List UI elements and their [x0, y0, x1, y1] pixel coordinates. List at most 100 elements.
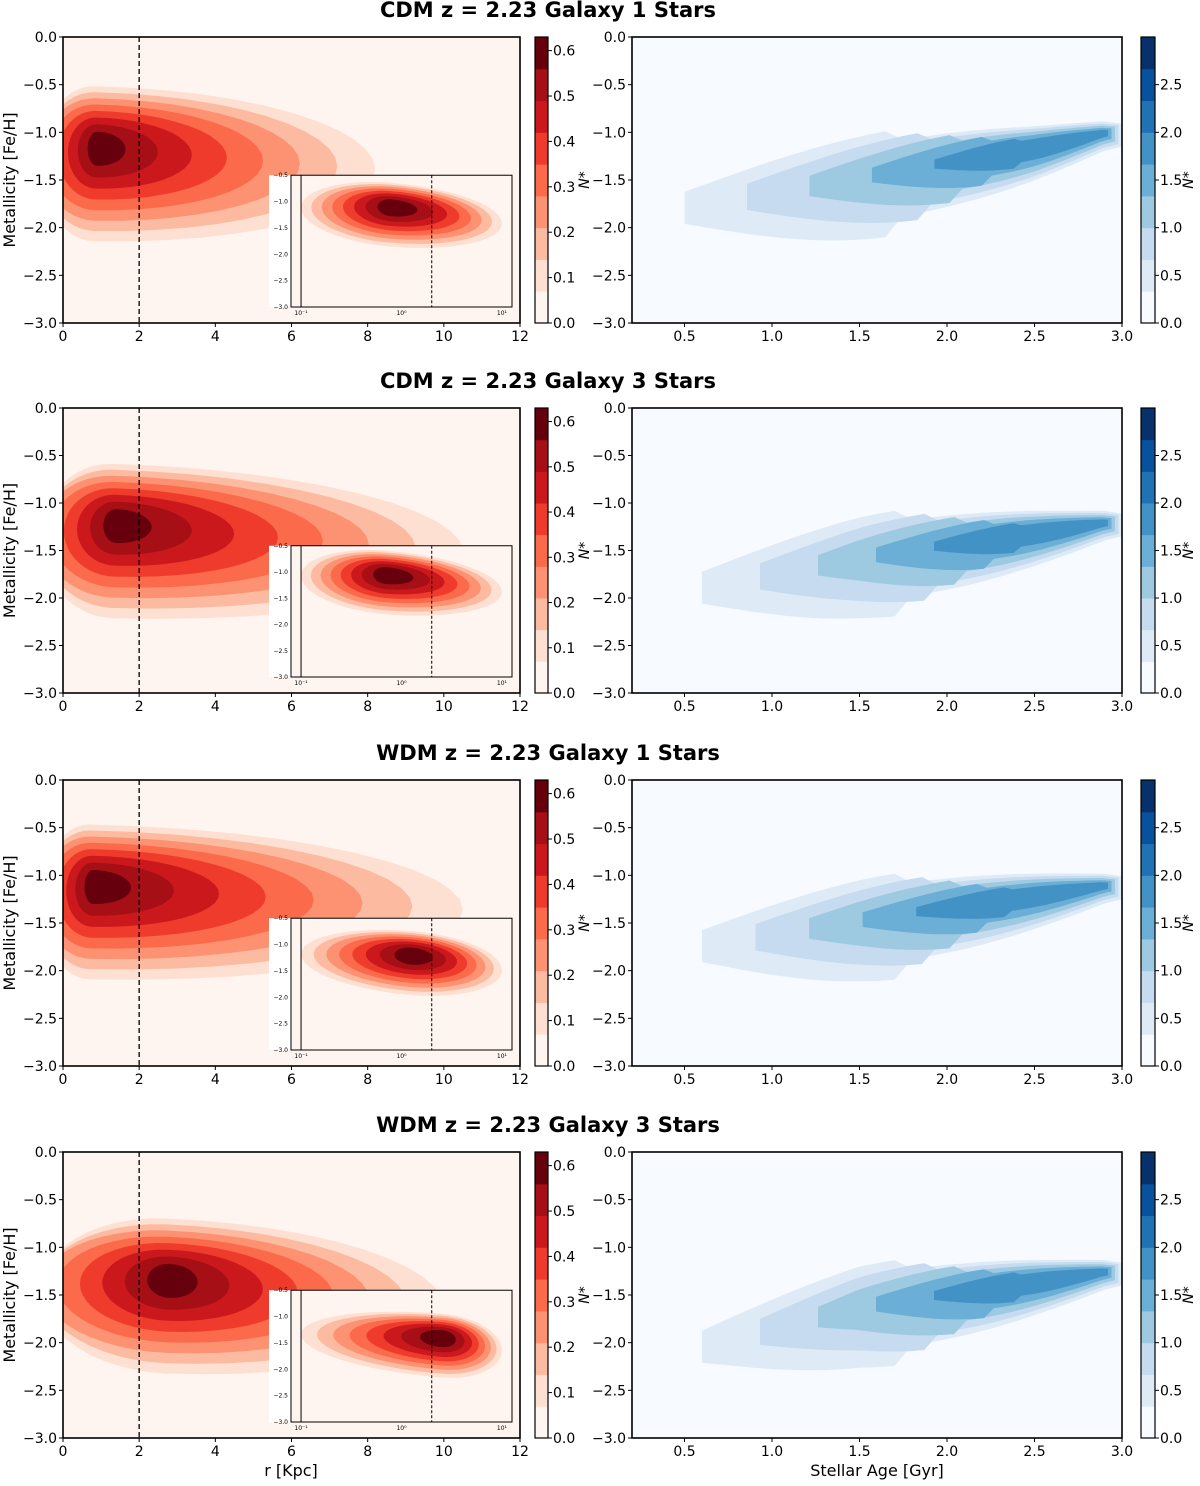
red-colorbar-band	[535, 259, 548, 292]
contour-level	[147, 1263, 198, 1298]
x-axis-tick-label: 1.5	[848, 1072, 870, 1088]
colorbar-label: N*	[577, 914, 593, 931]
inset-y-tick-label: −2.5	[273, 648, 288, 655]
red-colorbar-tick-label: 0.1	[553, 641, 575, 657]
blue-colorbar-band	[1141, 37, 1155, 70]
x-axis-tick-label: 2.5	[1023, 329, 1045, 345]
x-axis-tick-label: 6	[287, 1072, 296, 1088]
y-axis-tick-label: −2.0	[592, 964, 626, 980]
colorbar-label: N*	[577, 542, 593, 559]
x-axis-tick-label: 1.0	[761, 1072, 783, 1088]
inset-x-tick-label: 10⁰	[396, 1425, 407, 1432]
inset-y-tick-label: −3.0	[273, 304, 288, 311]
radius-metallicity-plot: −0.5 −1.0 −1.5 −2.0 −2.5 −3.0 10⁻¹ 10⁰ 10¹ 0.0 −0.…	[0, 773, 529, 1088]
blue-colorbar-band	[1141, 875, 1155, 908]
y-axis-tick-label: −2.0	[592, 591, 626, 607]
contour-level	[934, 519, 1108, 555]
x-axis-tick-label: 8	[363, 329, 372, 345]
red-colorbar-tick-label: 0.2	[553, 596, 575, 612]
x-axis-tick-label: 1.5	[848, 1444, 870, 1460]
red-colorbar-tick-label: 0.3	[553, 180, 575, 196]
red-colorbar-tick-label: 0.6	[553, 44, 575, 60]
blue-colorbar-tick-label: 1.5	[1160, 544, 1182, 560]
y-axis-tick-label: 0.0	[35, 1145, 57, 1161]
red-colorbar-band	[535, 1247, 548, 1280]
y-axis-tick-label: −1.0	[23, 125, 57, 141]
y-axis-tick-label: −2.5	[23, 1383, 57, 1399]
blue-colorbar-band	[1141, 471, 1155, 504]
blue-colorbar-tick-label: 0.5	[1160, 1383, 1182, 1399]
y-axis-tick-label: −2.5	[592, 268, 626, 284]
blue-colorbar: 0.0 0.5 1.0 1.5 2.0 2.5	[1140, 779, 1182, 1075]
blue-colorbar-tick-label: 1.0	[1160, 591, 1182, 607]
y-axis-tick-label: 0.0	[604, 30, 626, 46]
y-axis-tick-label: −1.0	[23, 868, 57, 884]
x-axis-tick-label: 4	[211, 329, 220, 345]
x-axis-tick-label: 2.5	[1023, 1444, 1045, 1460]
blue-colorbar-tick-label: 2.0	[1160, 1240, 1182, 1256]
blue-colorbar-tick-label: 2.0	[1160, 496, 1182, 512]
colorbar-label: N*	[1181, 914, 1197, 931]
red-colorbar-band	[535, 598, 548, 631]
x-axis-tick-label: 0	[59, 699, 68, 715]
inset-contours	[301, 549, 502, 616]
red-colorbar-tick-label: 0.4	[553, 134, 575, 150]
blue-colorbar: 0.0 0.5 1.0 1.5 2.0 2.5	[1140, 407, 1182, 702]
red-colorbar-band	[535, 1374, 548, 1407]
blue-colorbar-band	[1141, 1247, 1155, 1280]
blue-colorbar-band	[1141, 1152, 1155, 1185]
y-axis-tick-label: −1.5	[23, 1288, 57, 1304]
red-colorbar: 0.0 0.1 0.2 0.3 0.4 0.5 0.6	[534, 779, 575, 1075]
inset-x-tick-label: 10¹	[497, 310, 508, 317]
x-axis-tick-label: 1.0	[761, 699, 783, 715]
inset-x-tick-label: 10¹	[497, 680, 508, 687]
inset-y-tick-label: −1.0	[273, 1314, 288, 1321]
x-axis-tick-label: 3.0	[1111, 1072, 1133, 1088]
x-axis-tick-label: 2	[135, 329, 144, 345]
red-colorbar: 0.0 0.1 0.2 0.3 0.4 0.5 0.6	[534, 1151, 575, 1447]
y-axis-tick-label: −2.0	[592, 221, 626, 237]
red-colorbar-band	[535, 503, 548, 536]
blue-colorbar-band	[1141, 598, 1155, 631]
log-radius-inset: −0.5 −1.0 −1.5 −2.0 −2.5 −3.0 10⁻¹ 10⁰ 10¹	[269, 1287, 513, 1432]
blue-colorbar-band	[1141, 195, 1155, 229]
x-axis-tick-label: 2	[135, 1444, 144, 1460]
y-axis-tick-label: 0.0	[604, 773, 626, 789]
y-axis-tick-label: −3.0	[592, 1431, 626, 1447]
x-axis-tick-label: 6	[287, 329, 296, 345]
red-colorbar-tick-label: 0.0	[553, 686, 575, 702]
inset-x-tick-label: 10¹	[497, 1053, 508, 1060]
red-colorbar-band	[535, 195, 548, 229]
radius-metallicity-plot: −0.5 −1.0 −1.5 −2.0 −2.5 −3.0 10⁻¹ 10⁰ 10¹ 0.0 −0.…	[0, 401, 529, 715]
row-title: WDM z = 2.23 Galaxy 3 Stars	[376, 1113, 720, 1137]
y-axis-tick-label: −0.5	[23, 449, 57, 465]
red-colorbar-tick-label: 0.3	[553, 550, 575, 566]
y-axis-tick-label: −3.0	[23, 316, 57, 332]
inset-y-tick-label: −3.0	[273, 1419, 288, 1426]
x-axis-label-age: Stellar Age [Gyr]	[810, 1461, 944, 1480]
x-axis-tick-label: 4	[211, 1444, 220, 1460]
y-axis-tick-label: −2.5	[592, 639, 626, 655]
blue-colorbar-band	[1141, 164, 1155, 197]
y-axis-tick-label: 0.0	[35, 30, 57, 46]
age-metallicity-plot: 0.0 −0.5 −1.0 −1.5 −2.0 −2.5 −3.0 0.5 1.0 1.5 2.0 2…	[592, 1145, 1133, 1460]
blue-colorbar-band	[1141, 938, 1155, 972]
red-colorbar-frame	[534, 779, 549, 1067]
red-colorbar-tick-label: 0.0	[553, 1431, 575, 1447]
y-axis-tick-label: −1.5	[23, 173, 57, 189]
x-axis-tick-label: 2	[135, 699, 144, 715]
x-axis-tick-label: 8	[363, 699, 372, 715]
red-colorbar-band	[535, 1183, 548, 1217]
x-axis-tick-label: 4	[211, 1072, 220, 1088]
x-axis-tick-label: 1.0	[761, 1444, 783, 1460]
x-axis-tick-label: 12	[511, 699, 529, 715]
inset-y-tick-label: −1.5	[273, 968, 288, 975]
inset-x-tick-label: 10¹	[497, 1425, 508, 1432]
density-contours	[702, 1259, 1122, 1371]
x-axis-tick-label: 2.0	[936, 329, 958, 345]
inset-y-tick-label: −2.5	[273, 278, 288, 285]
x-axis-tick-label: 0.5	[673, 1072, 695, 1088]
colorbar-label: N*	[1181, 1286, 1197, 1303]
inset-y-tick-label: −1.5	[273, 595, 288, 602]
blue-colorbar-band	[1141, 629, 1155, 662]
